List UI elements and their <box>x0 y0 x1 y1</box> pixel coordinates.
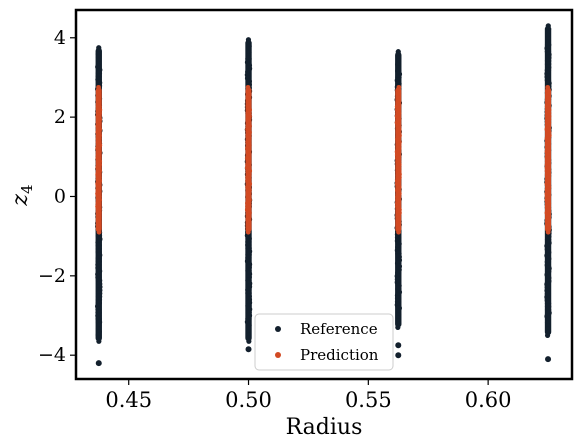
data-point <box>395 324 401 331</box>
x-axis: 0.45 0.50 0.55 0.60 <box>105 379 512 412</box>
x-tick-label: 0.45 <box>105 388 152 412</box>
y-axis-title-subscript: 4 <box>18 184 36 194</box>
data-point <box>545 229 551 235</box>
y-tick-label: 2 <box>54 106 66 128</box>
data-point <box>246 338 252 344</box>
legend: Reference Prediction <box>254 313 394 371</box>
legend-marker <box>275 352 281 358</box>
data-point <box>396 229 401 235</box>
legend-label: Prediction <box>300 346 379 364</box>
legend-marker <box>275 326 281 332</box>
x-axis-title: Radius <box>286 415 363 440</box>
data-point-outlier <box>245 346 252 353</box>
plot-area <box>94 23 552 367</box>
y-tick-label: −4 <box>38 344 66 366</box>
data-point <box>96 338 102 344</box>
x-tick-label: 0.60 <box>465 388 512 412</box>
data-point <box>96 229 102 235</box>
y-tick-label: −2 <box>38 265 66 287</box>
data-point-outlier <box>395 342 402 349</box>
y-tick-label: 4 <box>54 27 66 49</box>
legend-label: Reference <box>300 320 378 338</box>
data-point <box>544 332 551 338</box>
data-point-outlier <box>95 360 102 367</box>
legend-box <box>254 313 394 371</box>
plot-frame <box>74 8 574 381</box>
y-axis-title-main: z <box>8 194 33 207</box>
x-tick-label: 0.50 <box>225 388 272 412</box>
data-point-outlier <box>395 352 402 359</box>
y-tick-label: 0 <box>54 185 66 207</box>
data-point-outlier <box>545 356 552 363</box>
data-point <box>245 229 251 235</box>
series-prediction <box>95 84 552 235</box>
y-axis-title: z4 <box>8 184 36 206</box>
x-tick-label: 0.55 <box>345 388 392 412</box>
y-axis: −4 −2 0 2 4 <box>38 27 76 366</box>
